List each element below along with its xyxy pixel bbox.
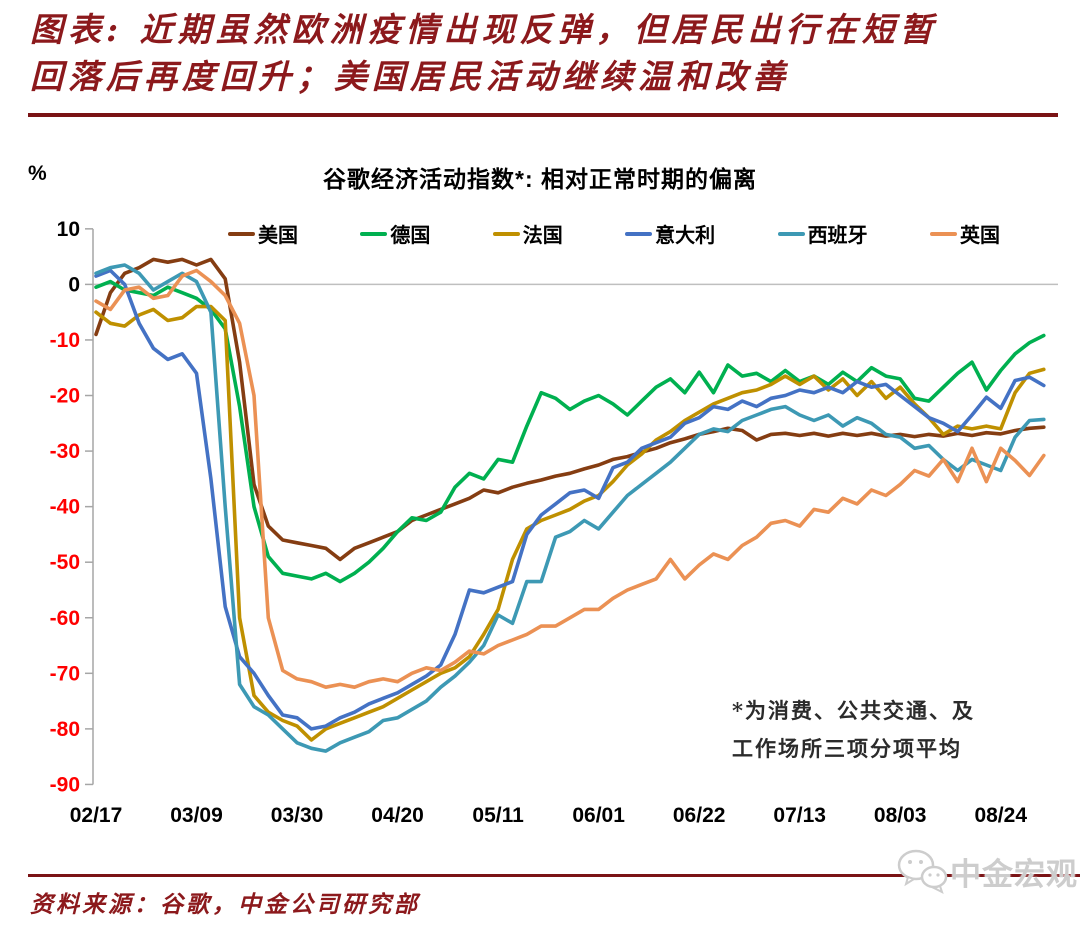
y-tick-label: -10 bbox=[50, 329, 80, 352]
watermark: 中金宏观 bbox=[896, 848, 1078, 894]
legend-item-美国: 美国 bbox=[228, 219, 298, 248]
x-tick-label: 06/01 bbox=[572, 804, 625, 827]
x-tick-label: 03/09 bbox=[170, 804, 223, 827]
legend-swatch bbox=[360, 231, 388, 236]
series-line-意大利 bbox=[94, 268, 1046, 731]
legend-swatch bbox=[228, 231, 255, 236]
legend-swatch bbox=[492, 231, 520, 236]
legend-item-法国: 法国 bbox=[492, 219, 563, 248]
chart-footnote: *为消费、公共交通、及 工作场所三项分项平均 bbox=[732, 692, 975, 768]
legend-item-英国: 英国 bbox=[929, 219, 1000, 248]
y-tick-label: 0 bbox=[68, 273, 80, 296]
chart-title: 谷歌经济活动指数*: 相对正常时期的偏离 bbox=[323, 166, 757, 192]
legend-label: 西班牙 bbox=[807, 225, 868, 247]
legend-label: 德国 bbox=[390, 225, 431, 247]
title-divider bbox=[28, 113, 1058, 117]
report-title-line1: 图表: 近期虽然欧洲疫情出现反弹，但居民出行在短暂 bbox=[30, 10, 938, 49]
legend-swatch bbox=[777, 231, 805, 236]
legend-label: 意大利 bbox=[655, 225, 716, 247]
chart-legend: 美国 德国 法国 意大利 西班牙 英国 bbox=[228, 219, 1000, 248]
x-tick-label: 03/30 bbox=[271, 804, 324, 827]
y-tick-label: -40 bbox=[50, 496, 80, 519]
footer-divider bbox=[28, 874, 1080, 877]
x-tick-label: 05/11 bbox=[472, 804, 524, 827]
legend-label: 美国 bbox=[258, 225, 298, 247]
y-axis-unit-label: % bbox=[28, 162, 47, 185]
y-tick-label: -80 bbox=[50, 718, 80, 741]
legend-item-意大利: 意大利 bbox=[625, 219, 715, 248]
y-tick-label: -60 bbox=[50, 607, 80, 630]
x-tick-label: 02/17 bbox=[70, 804, 123, 827]
x-tick-label: 04/20 bbox=[371, 804, 424, 827]
watermark-text: 中金宏观 bbox=[950, 856, 1078, 892]
series-line-法国 bbox=[94, 304, 1046, 742]
y-tick-label: -30 bbox=[50, 440, 80, 463]
legend-item-德国: 德国 bbox=[360, 219, 430, 248]
x-tick-label: 07/13 bbox=[773, 804, 826, 827]
y-tick-label: -90 bbox=[50, 773, 80, 796]
series-line-英国 bbox=[94, 268, 1046, 690]
y-tick-label: -20 bbox=[50, 385, 80, 408]
y-tick-label: 10 bbox=[57, 218, 80, 241]
report-title-line2: 回落后再度回升；美国居民活动继续温和改善 bbox=[30, 57, 790, 96]
series-line-西班牙 bbox=[94, 263, 1046, 753]
legend-swatch bbox=[929, 231, 957, 236]
chart-footnote-line2: 工作场所三项分项平均 bbox=[732, 736, 962, 761]
y-tick-label: -50 bbox=[50, 551, 80, 574]
wechat-icon bbox=[897, 849, 948, 894]
y-tick-label: -70 bbox=[50, 662, 80, 685]
source-text: 资料来源：谷歌，中金公司研究部 bbox=[30, 891, 420, 918]
x-tick-label: 06/22 bbox=[673, 804, 726, 827]
legend-label: 法国 bbox=[522, 225, 563, 247]
legend-swatch bbox=[625, 231, 653, 236]
series-line-德国 bbox=[94, 279, 1046, 584]
x-tick-label: 08/24 bbox=[974, 804, 1027, 827]
report-title: 图表: 近期虽然欧洲疫情出现反弹，但居民出行在短暂 回落后再度回升；美国居民活动… bbox=[30, 6, 1060, 100]
legend-label: 英国 bbox=[959, 225, 1000, 247]
x-tick-label: 08/03 bbox=[874, 804, 927, 827]
chart-footnote-line1: *为消费、公共交通、及 bbox=[732, 698, 975, 723]
legend-item-西班牙: 西班牙 bbox=[777, 219, 868, 248]
